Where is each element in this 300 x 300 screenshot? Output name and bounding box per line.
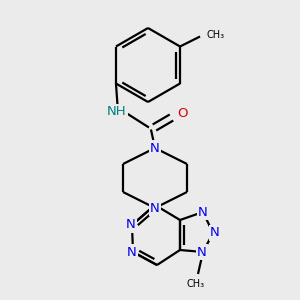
Text: N: N bbox=[127, 245, 137, 259]
Text: CH₃: CH₃ bbox=[206, 31, 224, 40]
Text: N: N bbox=[197, 245, 207, 259]
Text: N: N bbox=[150, 142, 160, 154]
Text: NH: NH bbox=[107, 105, 127, 118]
Text: N: N bbox=[210, 226, 220, 239]
Text: N: N bbox=[150, 202, 160, 214]
Text: O: O bbox=[178, 107, 188, 120]
Text: N: N bbox=[126, 218, 136, 232]
Text: CH₃: CH₃ bbox=[187, 279, 205, 289]
Text: N: N bbox=[198, 206, 208, 218]
